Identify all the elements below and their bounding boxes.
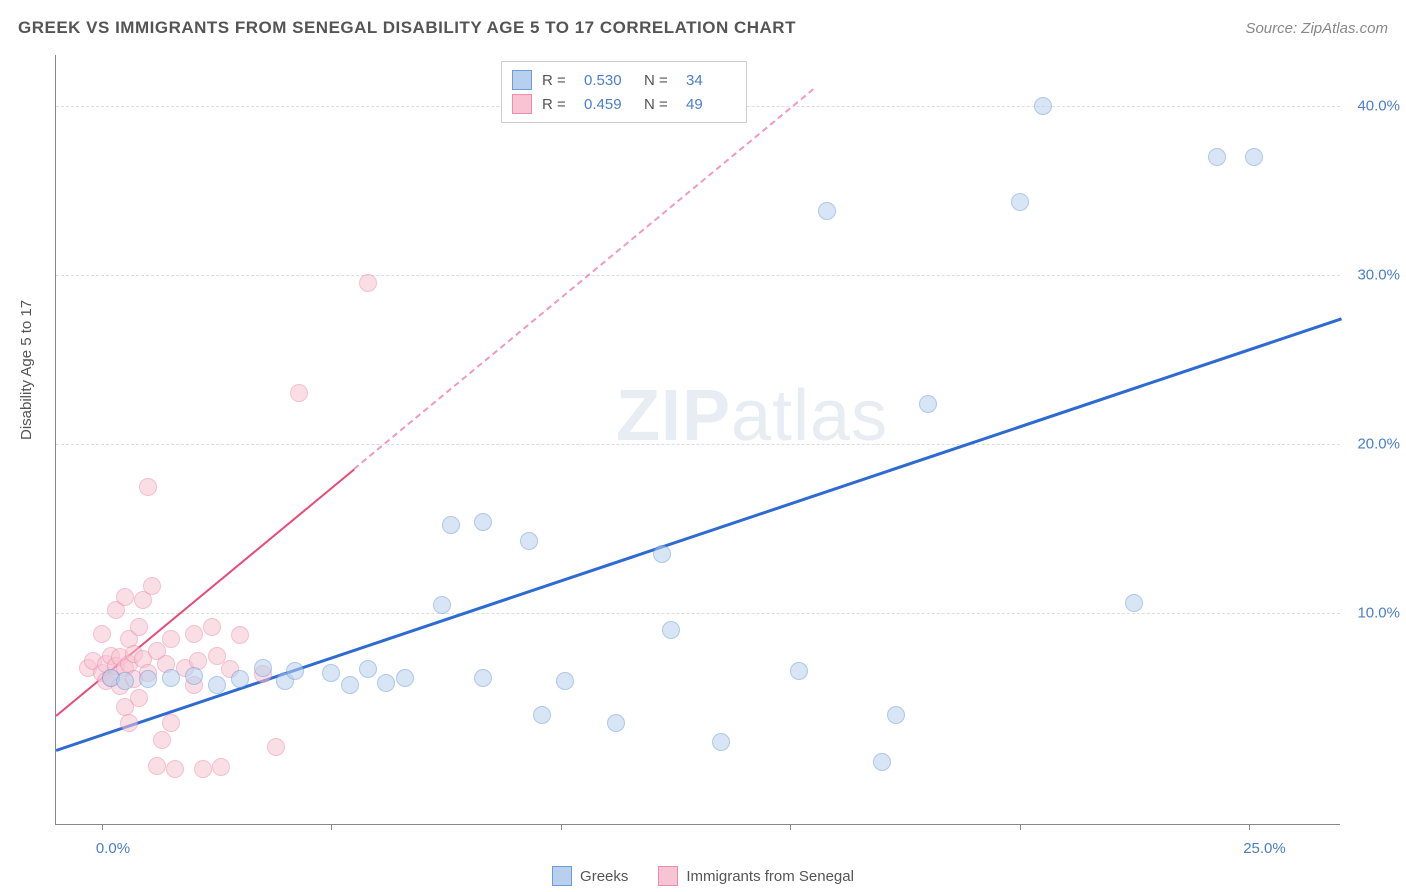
y-tick-label: 10.0%: [1357, 605, 1400, 622]
x-tick: [1249, 824, 1250, 830]
data-point: [194, 760, 212, 778]
legend-row: R = 0.459 N = 49: [512, 92, 736, 116]
data-point: [520, 532, 538, 550]
y-tick-label: 30.0%: [1357, 267, 1400, 284]
data-point: [1208, 148, 1226, 166]
data-point: [185, 667, 203, 685]
data-point: [162, 630, 180, 648]
bottom-legend: Greeks Immigrants from Senegal: [0, 866, 1406, 886]
r-label: R =: [542, 72, 574, 89]
data-point: [116, 672, 134, 690]
x-tick: [102, 824, 103, 830]
data-point: [873, 753, 891, 771]
data-point: [712, 733, 730, 751]
data-point: [653, 545, 671, 563]
r-value: 0.459: [584, 96, 634, 113]
data-point: [212, 758, 230, 776]
data-point: [139, 670, 157, 688]
data-point: [143, 577, 161, 595]
data-point: [790, 662, 808, 680]
n-label: N =: [644, 72, 676, 89]
data-point: [231, 626, 249, 644]
data-point: [359, 660, 377, 678]
x-tick: [331, 824, 332, 830]
data-point: [130, 689, 148, 707]
r-label: R =: [542, 96, 574, 113]
data-point: [162, 714, 180, 732]
x-tick: [1020, 824, 1021, 830]
data-point: [267, 738, 285, 756]
x-tick: [561, 824, 562, 830]
swatch-icon: [552, 866, 572, 886]
x-tick-label: 0.0%: [96, 840, 130, 857]
legend-label: Immigrants from Senegal: [686, 868, 854, 885]
data-point: [208, 676, 226, 694]
data-point: [290, 384, 308, 402]
data-point: [130, 618, 148, 636]
chart-title: GREEK VS IMMIGRANTS FROM SENEGAL DISABIL…: [18, 18, 796, 38]
legend-item-greeks: Greeks: [552, 866, 628, 886]
legend-label: Greeks: [580, 868, 628, 885]
data-point: [607, 714, 625, 732]
legend-item-senegal: Immigrants from Senegal: [658, 866, 854, 886]
swatch-icon: [512, 94, 532, 114]
data-point: [185, 625, 203, 643]
data-point: [231, 670, 249, 688]
data-point: [166, 760, 184, 778]
data-point: [887, 706, 905, 724]
data-point: [1125, 594, 1143, 612]
data-point: [1034, 97, 1052, 115]
data-point: [433, 596, 451, 614]
data-point: [359, 274, 377, 292]
data-point: [474, 669, 492, 687]
data-point: [120, 714, 138, 732]
data-point: [203, 618, 221, 636]
n-label: N =: [644, 96, 676, 113]
data-point: [396, 669, 414, 687]
swatch-icon: [512, 70, 532, 90]
data-point: [148, 757, 166, 775]
y-tick-label: 40.0%: [1357, 97, 1400, 114]
data-point: [1245, 148, 1263, 166]
data-point: [153, 731, 171, 749]
n-value: 49: [686, 96, 736, 113]
data-point: [341, 676, 359, 694]
scatter-plot: ZIPatlas 10.0%20.0%30.0%40.0%R =0.530N =…: [55, 55, 1340, 825]
data-point: [442, 516, 460, 534]
data-point: [162, 669, 180, 687]
data-point: [818, 202, 836, 220]
correlation-legend: R = 0.530 N = 34 R = 0.459 N = 49: [501, 61, 747, 123]
data-point: [662, 621, 680, 639]
legend-row: R = 0.530 N = 34: [512, 68, 736, 92]
data-point: [1011, 193, 1029, 211]
data-point: [116, 588, 134, 606]
data-point: [919, 395, 937, 413]
r-value: 0.530: [584, 72, 634, 89]
data-point: [533, 706, 551, 724]
n-value: 34: [686, 72, 736, 89]
header: GREEK VS IMMIGRANTS FROM SENEGAL DISABIL…: [18, 18, 1388, 38]
data-point: [377, 674, 395, 692]
data-point: [322, 664, 340, 682]
gridline: [56, 444, 1340, 445]
y-axis-label: Disability Age 5 to 17: [18, 300, 35, 440]
data-point: [474, 513, 492, 531]
x-tick: [790, 824, 791, 830]
data-point: [556, 672, 574, 690]
data-point: [254, 659, 272, 677]
y-tick-label: 20.0%: [1357, 436, 1400, 453]
data-point: [139, 478, 157, 496]
source-label: Source: ZipAtlas.com: [1245, 20, 1388, 37]
x-tick-label: 25.0%: [1243, 840, 1286, 857]
gridline: [56, 275, 1340, 276]
data-point: [286, 662, 304, 680]
data-point: [93, 625, 111, 643]
gridline: [56, 613, 1340, 614]
swatch-icon: [658, 866, 678, 886]
